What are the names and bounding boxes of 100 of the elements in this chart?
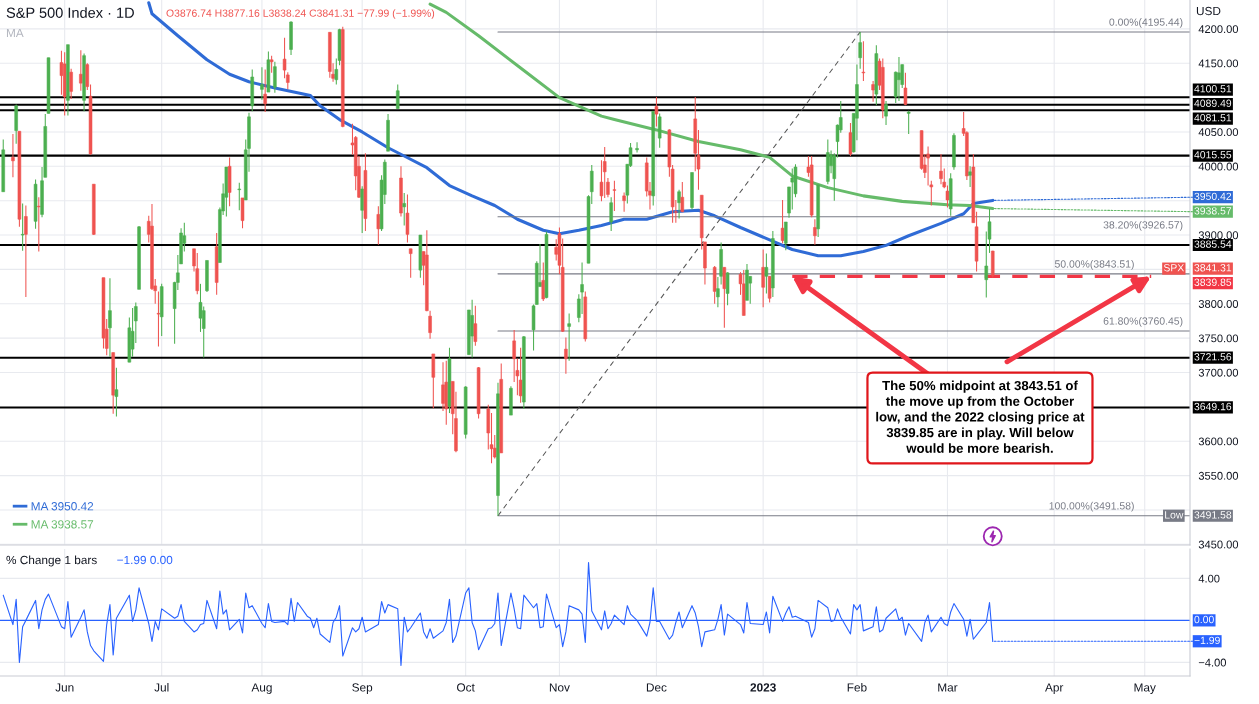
text: O3876.74 H3877.16 L3838.24 C3841.31 −77.99 (−1.99%) xyxy=(166,9,435,19)
candlestick xyxy=(156,290,161,347)
chart-title: S&P 500 Index · 1D xyxy=(6,7,134,18)
candlestick xyxy=(273,61,277,94)
y-axis-title: USD xyxy=(1196,6,1221,16)
candlestick xyxy=(858,31,862,70)
y-tick-label: 3700.00 xyxy=(1198,368,1239,377)
candlestick xyxy=(518,347,523,404)
series-label: 0.00%(4195.44) xyxy=(1109,18,1183,28)
candlestick xyxy=(612,180,617,212)
candlestick xyxy=(396,84,400,110)
y-tick-label: 3550.00 xyxy=(1198,471,1239,480)
legend-label: MA 3938.57 xyxy=(31,520,94,529)
x-tick-label: May xyxy=(1134,683,1156,694)
candlestick xyxy=(512,329,516,383)
candlestick xyxy=(677,189,681,220)
y-tick-label: 3600.00 xyxy=(1198,437,1239,446)
ref-line-label: 3721.56 xyxy=(1194,353,1232,361)
candlestick xyxy=(114,367,119,417)
ref-line-label: 4015.55 xyxy=(1194,151,1232,159)
y-tick-label: 3450.00 xyxy=(1198,540,1239,549)
candlestick xyxy=(725,271,730,306)
candlestick xyxy=(79,49,83,92)
candlestick xyxy=(939,153,943,185)
candlestick xyxy=(761,248,765,308)
candlestick xyxy=(405,193,410,244)
candlestick xyxy=(567,312,571,362)
x-tick-label: Feb xyxy=(847,682,867,692)
candlestick xyxy=(282,37,287,79)
annotation: 3491.58 xyxy=(1194,511,1232,519)
y-tick-label: 4150.00 xyxy=(1198,59,1239,68)
candlestick xyxy=(657,112,662,149)
ref-line-label: 3649.16 xyxy=(1194,402,1232,411)
candlestick xyxy=(564,336,568,375)
data-label: 3950.42 xyxy=(1194,192,1232,201)
legend-label: MA 3950.42 xyxy=(31,502,94,511)
x-tick-label: Nov xyxy=(549,683,570,692)
series-label: 61.80%(3760.45) xyxy=(1103,317,1183,327)
candlestick xyxy=(609,196,613,232)
candlestick xyxy=(11,133,15,178)
candlestick xyxy=(968,165,972,188)
candlestick xyxy=(680,181,685,213)
chart-subtitle: −1.99 0.00 xyxy=(117,555,173,565)
y-tick-label: −4.00 xyxy=(1198,658,1227,667)
candlestick xyxy=(622,191,626,213)
candlestick xyxy=(790,167,794,211)
candlestick xyxy=(602,146,607,199)
candlestick xyxy=(945,185,950,209)
candlestick xyxy=(376,205,381,246)
series-label: 100.00%(3491.58) xyxy=(1049,501,1134,512)
ref-line-label: 4081.51 xyxy=(1194,114,1232,122)
candlestick xyxy=(20,202,25,252)
candlestick xyxy=(780,199,785,244)
annotation: Low xyxy=(1165,511,1184,519)
candlestick xyxy=(37,196,41,253)
candlestick xyxy=(580,262,584,315)
x-tick-label: Oct xyxy=(457,683,475,692)
candlestick xyxy=(240,197,245,229)
series-label: 50.00%(3843.51) xyxy=(1054,259,1134,270)
candlestick xyxy=(260,66,264,101)
annotation: MA xyxy=(6,28,24,38)
y-tick-label: 4200.00 xyxy=(1198,25,1239,33)
x-tick-label: Dec xyxy=(646,683,667,692)
annotation: 3841.31 xyxy=(1194,264,1232,272)
candlestick xyxy=(473,305,478,347)
candlestick xyxy=(69,68,73,100)
y-tick-label: 3800.00 xyxy=(1198,300,1239,308)
y-tick-label: 3750.00 xyxy=(1198,334,1239,343)
x-tick-label: Apr xyxy=(1045,683,1064,694)
annotation: SPX xyxy=(1163,264,1185,272)
candlestick xyxy=(635,141,639,154)
candlestick xyxy=(767,275,772,303)
candlestick xyxy=(237,182,242,211)
candlestick xyxy=(195,252,199,295)
candlestick xyxy=(441,361,445,412)
annotation: The 50% midpoint at 3843.51 of the move up from the October low, and the 2022 closing price at 3839.85 are in play. Will below would be more bearish. xyxy=(876,380,1085,453)
ref-line-label: 4089.49 xyxy=(1194,99,1232,107)
x-tick-label: Sep xyxy=(352,683,373,694)
candlestick xyxy=(431,353,436,409)
x-tick-label: Mar xyxy=(938,683,958,692)
candlestick xyxy=(784,221,788,251)
candlestick xyxy=(903,72,908,106)
candlestick xyxy=(861,40,866,82)
y-tick-label: 3900.00 xyxy=(1198,231,1239,240)
data-label: 3938.57 xyxy=(1194,207,1232,215)
y-tick-label: 4050.00 xyxy=(1198,128,1239,137)
y-tick-label: 4.00 xyxy=(1198,574,1220,583)
ref-line-label: 4100.51 xyxy=(1194,85,1232,93)
data-label: −1.99 xyxy=(1194,636,1220,645)
ref-line-label: 0.00 xyxy=(1194,615,1214,624)
series-label: 38.20%(3926.57) xyxy=(1103,220,1183,231)
x-tick-label: Jul xyxy=(154,682,169,692)
x-tick-label: Jun xyxy=(55,683,74,692)
candlestick xyxy=(848,122,853,157)
annotation: 3839.85 xyxy=(1194,278,1232,286)
candlestick xyxy=(402,192,406,226)
candlestick xyxy=(360,185,364,234)
candlestick xyxy=(428,310,432,340)
candlestick xyxy=(884,100,888,126)
text: % Change 1 bars xyxy=(6,555,97,567)
